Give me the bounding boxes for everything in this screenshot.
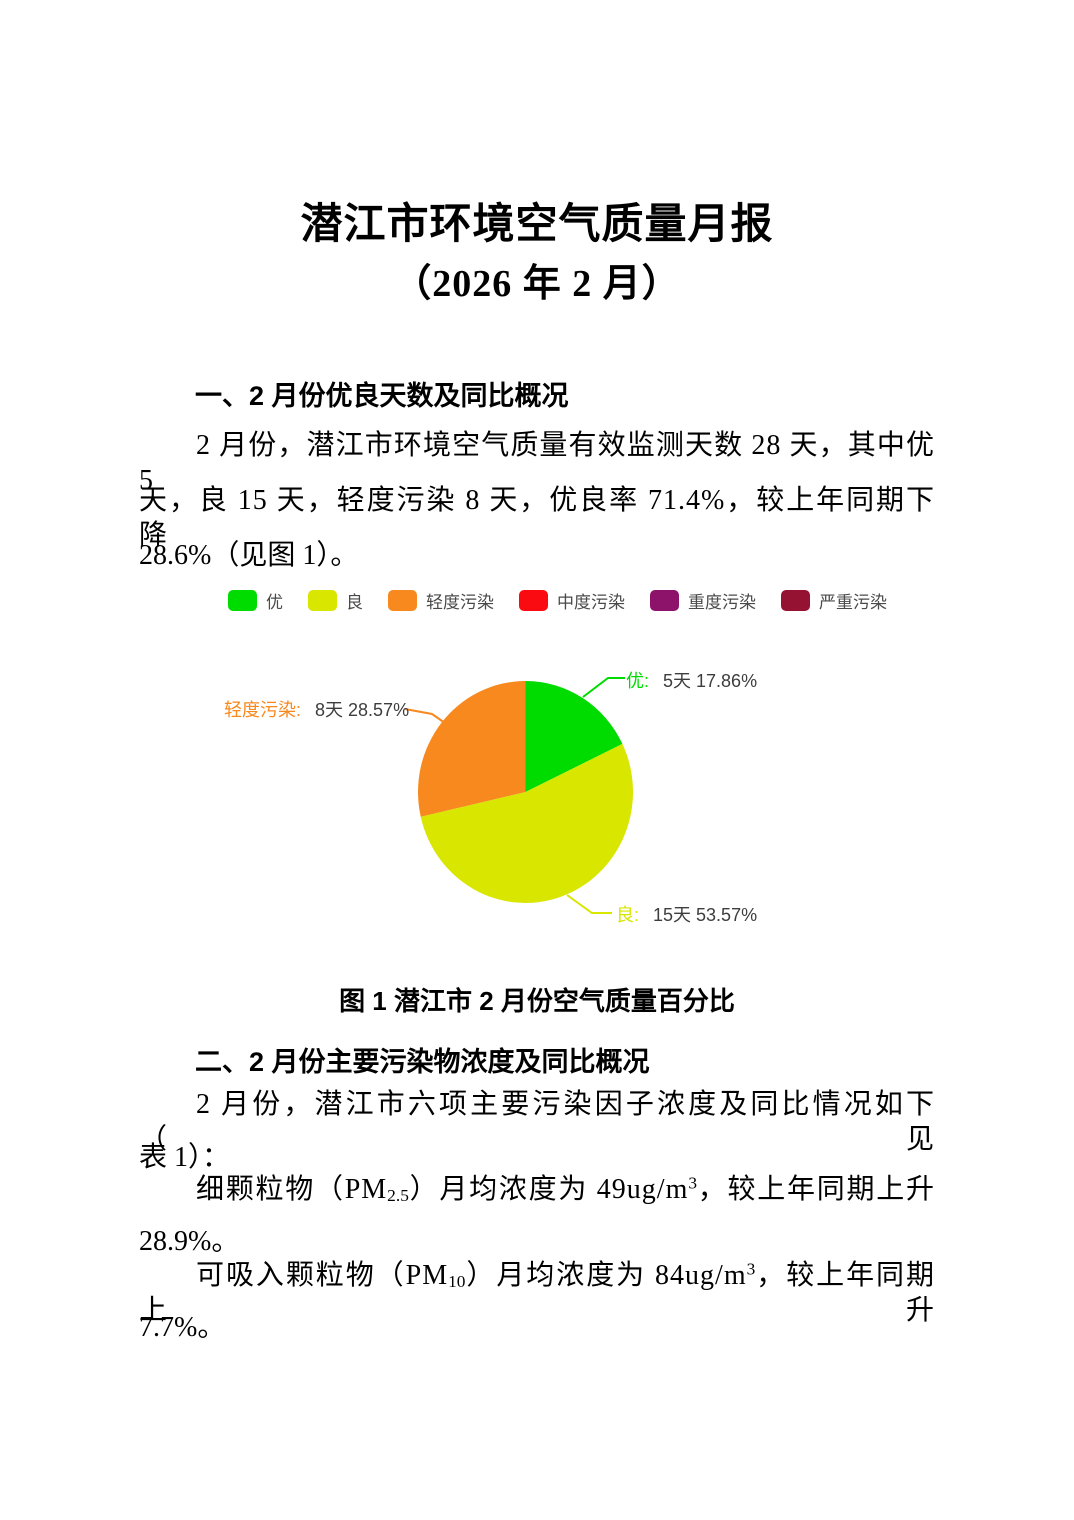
legend-swatch-severe-pollution: [781, 590, 810, 611]
legend-swatch-excellent: [228, 590, 257, 611]
legend-item-good: 良: [308, 588, 363, 613]
paragraph-2-line-1: 2 月份，潜江市六项主要污染因子浓度及同比情况如下（见: [139, 1089, 935, 1155]
pie-label-mild-pollution-name: 轻度污染:: [224, 700, 302, 720]
legend-label-severe-pollution: 严重污染: [819, 593, 887, 612]
pm25-line-1: 细颗粒物（PM2.5）月均浓度为 49ug/m3，较上年同期上升: [139, 1172, 935, 1207]
callout-line-excellent: [582, 677, 625, 698]
figure-1-caption: 图 1 潜江市 2 月份空气质量百分比: [339, 986, 735, 1016]
legend-label-mild-pollution: 轻度污染: [426, 593, 494, 612]
pie-chart: [215, 640, 775, 950]
paragraph-1-line-1: 2 月份，潜江市环境空气质量有效监测天数 28 天，其中优 5: [139, 430, 935, 496]
pie-label-excellent-name: 优:: [626, 671, 650, 691]
pie-slice-mild-pollution: [418, 681, 526, 817]
pm25-text-3: ，较上年同期上升: [697, 1174, 935, 1205]
pie-label-excellent-value: 5天 17.86%: [663, 671, 758, 691]
callout-line-mild-pollution: [404, 708, 446, 724]
pie-label-good-name: 良:: [616, 905, 640, 925]
pm10-line-1: 可吸入颗粒物（PM10）月均浓度为 84ug/m3，较上年同期上升: [139, 1258, 935, 1328]
pm25-line-2: 28.9%。: [139, 1226, 240, 1257]
legend-label-heavy-pollution: 重度污染: [688, 593, 756, 612]
legend-label-moderate-pollution: 中度污染: [557, 593, 625, 612]
pm25-text-1: 细颗粒物（PM: [196, 1174, 388, 1205]
pm10-text-3: ，较上年同期上升: [139, 1260, 935, 1326]
section-2-heading: 二、2 月份主要污染物浓度及同比概况: [195, 1047, 650, 1077]
pm10-superscript: 3: [746, 1259, 756, 1279]
pie-legend: 优 良 轻度污染 中度污染 重度污染 严重污染: [228, 588, 912, 613]
pm10-text-1: 可吸入颗粒物（PM: [196, 1260, 449, 1291]
legend-item-severe-pollution: 严重污染: [781, 588, 887, 613]
page-title: 潜江市环境空气质量月报: [300, 202, 774, 248]
legend-label-excellent: 优: [266, 593, 283, 612]
legend-item-mild-pollution: 轻度污染: [388, 588, 494, 613]
legend-swatch-moderate-pollution: [519, 590, 548, 611]
pie-label-mild-pollution-value: 8天 28.57%: [315, 700, 410, 720]
pm25-subscript: 2.5: [387, 1186, 409, 1206]
pm10-subscript: 10: [448, 1272, 466, 1292]
legend-swatch-heavy-pollution: [650, 590, 679, 611]
section-1-heading: 一、2 月份优良天数及同比概况: [195, 381, 569, 411]
page-title-date: （2026 年 2 月）: [393, 263, 681, 305]
pie-label-mild-pollution: 轻度污染: 8天 28.57%: [224, 696, 409, 722]
legend-swatch-mild-pollution: [388, 590, 417, 611]
callout-line-good: [566, 894, 612, 914]
legend-item-heavy-pollution: 重度污染: [650, 588, 756, 613]
pie-chart-svg: [404, 677, 633, 914]
pie-slice-good: [420, 743, 633, 903]
pm25-superscript: 3: [688, 1173, 698, 1193]
paragraph-2-line-2: 表 1）：: [139, 1142, 231, 1173]
paragraph-1-line-3: 28.6%（见图 1）。: [139, 540, 359, 571]
pie-label-good: 良: 15天 53.57%: [616, 901, 757, 927]
pm25-text-2: ）月均浓度为 49ug/m: [408, 1174, 689, 1205]
paragraph-1-line-2: 天，良 15 天，轻度污染 8 天，优良率 71.4%，较上年同期下降: [139, 485, 935, 551]
pie-slice-excellent: [525, 681, 623, 792]
pm10-text-2: ）月均浓度为 84ug/m: [465, 1260, 747, 1291]
pie-label-excellent: 优: 5天 17.86%: [626, 667, 757, 693]
legend-swatch-good: [308, 590, 337, 611]
legend-item-excellent: 优: [228, 588, 283, 613]
legend-item-moderate-pollution: 中度污染: [519, 588, 625, 613]
legend-label-good: 良: [346, 593, 363, 612]
pie-label-good-value: 15天 53.57%: [653, 905, 758, 925]
pm10-line-2: 7.7%。: [139, 1312, 226, 1343]
